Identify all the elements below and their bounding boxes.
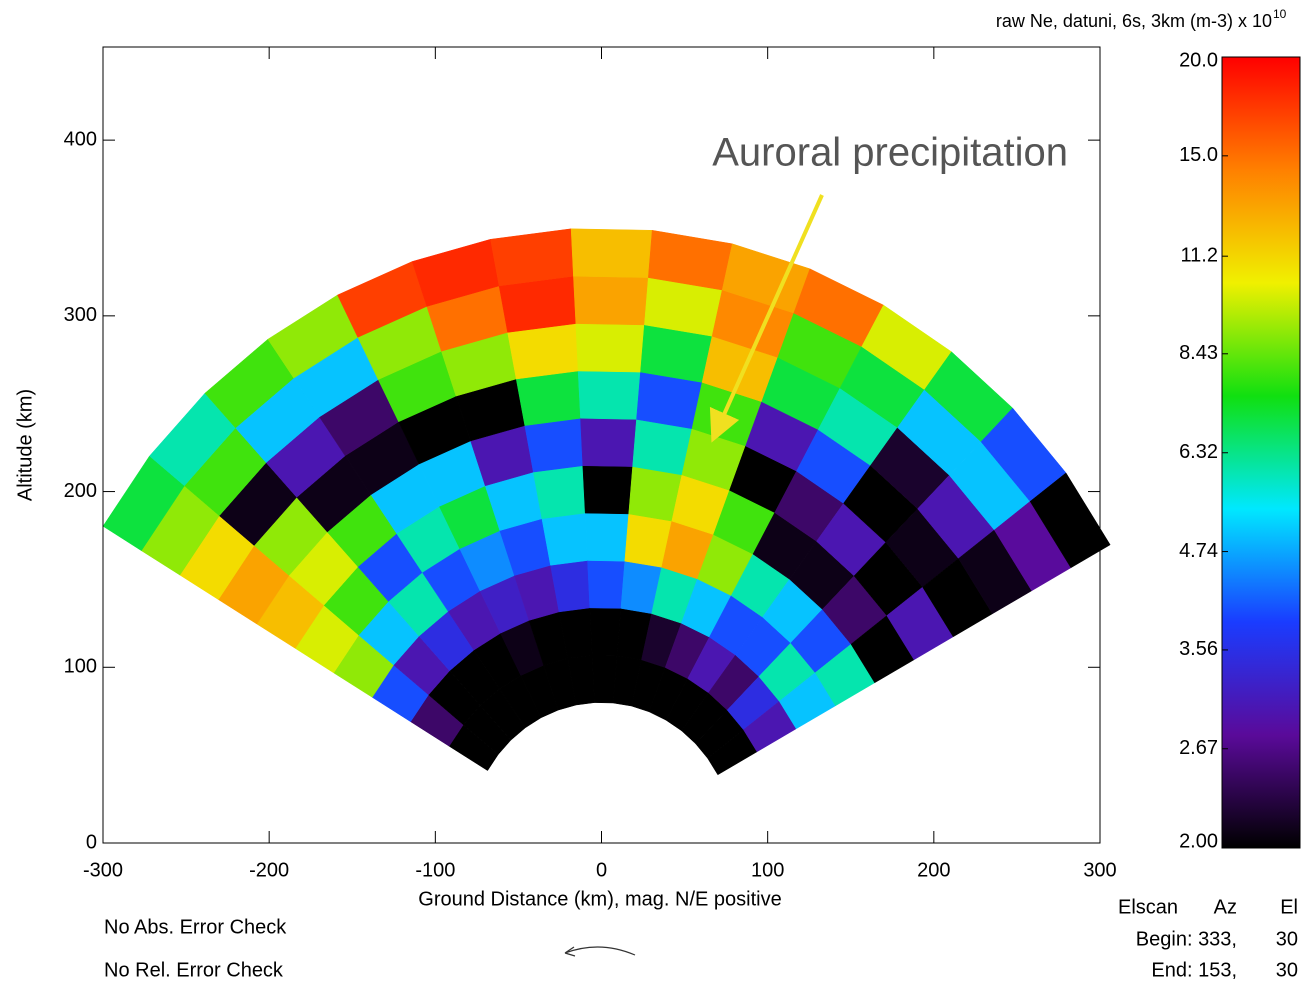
range-cell [515,370,581,426]
range-cell [632,419,693,476]
y-tick-label: 100 [64,656,97,678]
y-tick-label: 200 [64,480,97,502]
range-cell [582,465,633,515]
colorbar-tick-label: 6.32 [1179,441,1218,463]
y-tick-label: 400 [64,128,97,150]
range-cell [584,512,629,562]
range-cell [575,323,645,373]
range-cell [577,370,641,420]
range-cell [580,418,637,467]
scan-direction-arrow [564,946,636,957]
scan-row: 30 [1276,959,1298,981]
colorbar-tick-label: 8.43 [1179,342,1218,364]
scan-header: Elscan [1118,896,1178,918]
range-cell [524,418,584,473]
x-tick-label: -200 [249,859,289,881]
range-cell [591,654,618,704]
colorbar-label-exponent: 10 [1273,7,1287,21]
colorbar-tick-label: 3.56 [1179,638,1218,660]
annotation: Auroral precipitation [712,131,1068,175]
x-tick-label: 100 [751,859,784,881]
range-cell [587,560,626,609]
scan-header: El [1280,896,1298,918]
scan-row: 30 [1276,928,1298,950]
range-cell [490,228,574,287]
x-axis-label: Ground Distance (km), mag. N/E positive [418,888,781,910]
colorbar-tick-label: 2.67 [1179,737,1218,759]
fan [102,228,1111,776]
x-tick-label: 0 [596,859,607,881]
range-cell [507,323,579,380]
annotation-arrow [709,194,824,443]
colorbar-tick-label: 15.0 [1179,144,1218,166]
y-tick-label: 300 [64,304,97,326]
colorbar-tick-label: 20.0 [1179,49,1218,71]
range-cell [533,465,586,519]
colorbar-tick-label: 2.00 [1179,830,1218,852]
x-tick-label: -300 [83,859,123,881]
range-cell [573,275,649,326]
range-cell [1029,472,1111,569]
colorbar [1221,56,1301,849]
x-tick-label: 300 [1083,859,1116,881]
colorbar-tick-label: 11.2 [1181,244,1218,266]
scan-header: Az [1214,896,1237,918]
x-tick-label: 200 [917,859,950,881]
note: No Rel. Error Check [104,959,284,981]
colorbar-label: raw Ne, datuni, 6s, 3km (m-3) x 10 [996,11,1272,31]
range-cell [570,228,653,278]
y-axis-label: Altitude (km) [14,389,36,501]
x-tick-label: -100 [415,859,455,881]
scan-row: End: 153, [1151,959,1237,981]
note: No Abs. Error Check [104,916,287,938]
colorbar-tick-label: 4.74 [1179,540,1218,562]
y-tick-label: 0 [86,831,97,853]
range-cell [589,607,622,656]
scan-row: Begin: 333, [1136,928,1237,950]
